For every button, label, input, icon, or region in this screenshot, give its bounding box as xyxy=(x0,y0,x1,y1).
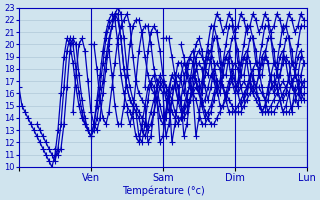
X-axis label: Température (°c): Température (°c) xyxy=(122,185,204,196)
